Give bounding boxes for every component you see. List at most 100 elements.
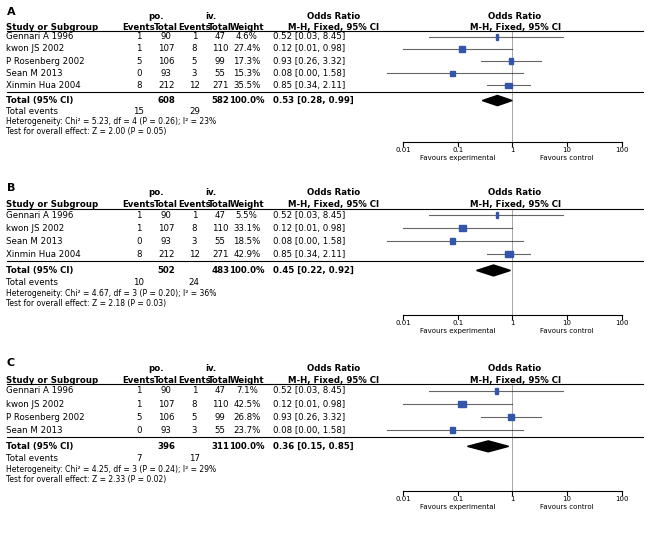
Text: 10: 10: [563, 147, 571, 153]
Bar: [459, 46, 465, 52]
Text: 0.52 [0.03, 8.45]: 0.52 [0.03, 8.45]: [273, 211, 345, 220]
Text: 110: 110: [212, 400, 228, 408]
Text: M-H, Fixed, 95% CI: M-H, Fixed, 95% CI: [469, 200, 561, 209]
Text: 5: 5: [136, 413, 142, 422]
Text: 1: 1: [192, 211, 197, 220]
Text: 0.08 [0.00, 1.58]: 0.08 [0.00, 1.58]: [273, 425, 345, 434]
Text: 0.93 [0.26, 3.32]: 0.93 [0.26, 3.32]: [273, 56, 344, 66]
Text: Gennari A 1996: Gennari A 1996: [6, 33, 74, 42]
Text: 502: 502: [157, 266, 175, 275]
Text: 100: 100: [615, 320, 629, 326]
Text: 15.3%: 15.3%: [233, 69, 261, 78]
Text: Sean M 2013: Sean M 2013: [6, 69, 63, 78]
Text: 0.53 [0.28, 0.99]: 0.53 [0.28, 0.99]: [273, 96, 354, 105]
Text: 0.08 [0.00, 1.58]: 0.08 [0.00, 1.58]: [273, 69, 345, 78]
Text: M-H, Fixed, 95% CI: M-H, Fixed, 95% CI: [469, 23, 561, 32]
Text: 0: 0: [136, 69, 142, 78]
Text: 5.5%: 5.5%: [236, 211, 258, 220]
Text: 0.85 [0.34, 2.11]: 0.85 [0.34, 2.11]: [273, 249, 345, 259]
Bar: [495, 212, 499, 218]
Text: Weight: Weight: [229, 376, 264, 385]
Text: 0.08 [0.00, 1.58]: 0.08 [0.00, 1.58]: [273, 237, 345, 246]
Text: 0.36 [0.15, 0.85]: 0.36 [0.15, 0.85]: [273, 442, 354, 451]
Text: 93: 93: [161, 237, 172, 246]
Text: Odds Ratio: Odds Ratio: [489, 188, 541, 197]
Text: Events: Events: [122, 200, 155, 209]
Text: M-H, Fixed, 95% CI: M-H, Fixed, 95% CI: [288, 200, 379, 209]
Text: kwon JS 2002: kwon JS 2002: [6, 224, 65, 232]
Text: 107: 107: [158, 44, 174, 53]
Text: 17.3%: 17.3%: [233, 56, 261, 66]
Text: 12: 12: [189, 81, 200, 90]
Text: 90: 90: [161, 211, 172, 220]
Text: 8: 8: [192, 400, 197, 408]
Text: iv.: iv.: [205, 188, 216, 197]
Text: 1: 1: [136, 386, 142, 395]
Text: Favours experimental: Favours experimental: [420, 155, 495, 160]
Bar: [505, 83, 512, 88]
Text: Total: Total: [208, 376, 232, 385]
Text: Favours experimental: Favours experimental: [420, 328, 495, 334]
Text: 483: 483: [211, 266, 229, 275]
Text: 93: 93: [161, 69, 172, 78]
Text: 27.4%: 27.4%: [233, 44, 261, 53]
Text: Odds Ratio: Odds Ratio: [307, 364, 360, 373]
Text: 100: 100: [615, 496, 629, 502]
Text: A: A: [6, 6, 15, 17]
Text: 396: 396: [157, 442, 176, 451]
Text: 0.01: 0.01: [395, 496, 411, 502]
Text: 0: 0: [136, 237, 142, 246]
Text: 42.9%: 42.9%: [233, 249, 261, 259]
Text: 1: 1: [510, 496, 515, 502]
Text: 7: 7: [136, 454, 142, 463]
Text: Favours control: Favours control: [540, 328, 594, 334]
Text: Sean M 2013: Sean M 2013: [6, 237, 63, 246]
Text: Odds Ratio: Odds Ratio: [307, 188, 360, 197]
Text: po.: po.: [148, 12, 164, 21]
Bar: [458, 401, 466, 407]
Text: 26.8%: 26.8%: [233, 413, 261, 422]
Text: 0.93 [0.26, 3.32]: 0.93 [0.26, 3.32]: [273, 413, 344, 422]
Text: 90: 90: [161, 33, 172, 42]
Text: 1: 1: [136, 400, 142, 408]
Text: M-H, Fixed, 95% CI: M-H, Fixed, 95% CI: [469, 376, 561, 385]
Text: Xinmin Hua 2004: Xinmin Hua 2004: [6, 249, 81, 259]
Text: 271: 271: [212, 81, 228, 90]
Text: 7.1%: 7.1%: [236, 386, 258, 395]
Text: 0.1: 0.1: [452, 320, 463, 326]
Text: 10: 10: [563, 496, 571, 502]
Text: Favours control: Favours control: [540, 504, 594, 510]
Text: 47: 47: [214, 211, 226, 220]
Text: 23.7%: 23.7%: [233, 425, 261, 434]
Text: 99: 99: [215, 413, 226, 422]
Bar: [459, 225, 465, 231]
Text: Gennari A 1996: Gennari A 1996: [6, 386, 74, 395]
Text: 8: 8: [136, 249, 142, 259]
Text: 0.1: 0.1: [452, 147, 463, 153]
Text: 311: 311: [211, 442, 229, 451]
Text: 35.5%: 35.5%: [233, 81, 261, 90]
Text: 582: 582: [211, 96, 229, 105]
Text: 8: 8: [192, 224, 197, 232]
Text: 271: 271: [212, 249, 228, 259]
Text: Study or Subgroup: Study or Subgroup: [6, 200, 99, 209]
Text: 212: 212: [158, 249, 174, 259]
Text: Gennari A 1996: Gennari A 1996: [6, 211, 74, 220]
Text: Total (95% CI): Total (95% CI): [6, 266, 74, 275]
Text: 0.52 [0.03, 8.45]: 0.52 [0.03, 8.45]: [273, 33, 345, 42]
Text: 12: 12: [189, 249, 200, 259]
Text: kwon JS 2002: kwon JS 2002: [6, 400, 65, 408]
Text: po.: po.: [148, 364, 164, 373]
Polygon shape: [482, 95, 512, 106]
Text: 0.45 [0.22, 0.92]: 0.45 [0.22, 0.92]: [273, 266, 354, 275]
Text: 55: 55: [214, 237, 226, 246]
Text: Favours control: Favours control: [540, 155, 594, 160]
Text: 100.0%: 100.0%: [229, 266, 265, 275]
Text: Events: Events: [178, 200, 211, 209]
Text: 0.01: 0.01: [395, 147, 411, 153]
Text: Heterogeneity: Chi² = 4.25, df = 3 (P = 0.24); I² = 29%: Heterogeneity: Chi² = 4.25, df = 3 (P = …: [6, 465, 216, 474]
Text: 47: 47: [214, 33, 226, 42]
Text: 0.12 [0.01, 0.98]: 0.12 [0.01, 0.98]: [273, 224, 344, 232]
Text: Total: Total: [208, 23, 232, 32]
Text: M-H, Fixed, 95% CI: M-H, Fixed, 95% CI: [288, 376, 379, 385]
